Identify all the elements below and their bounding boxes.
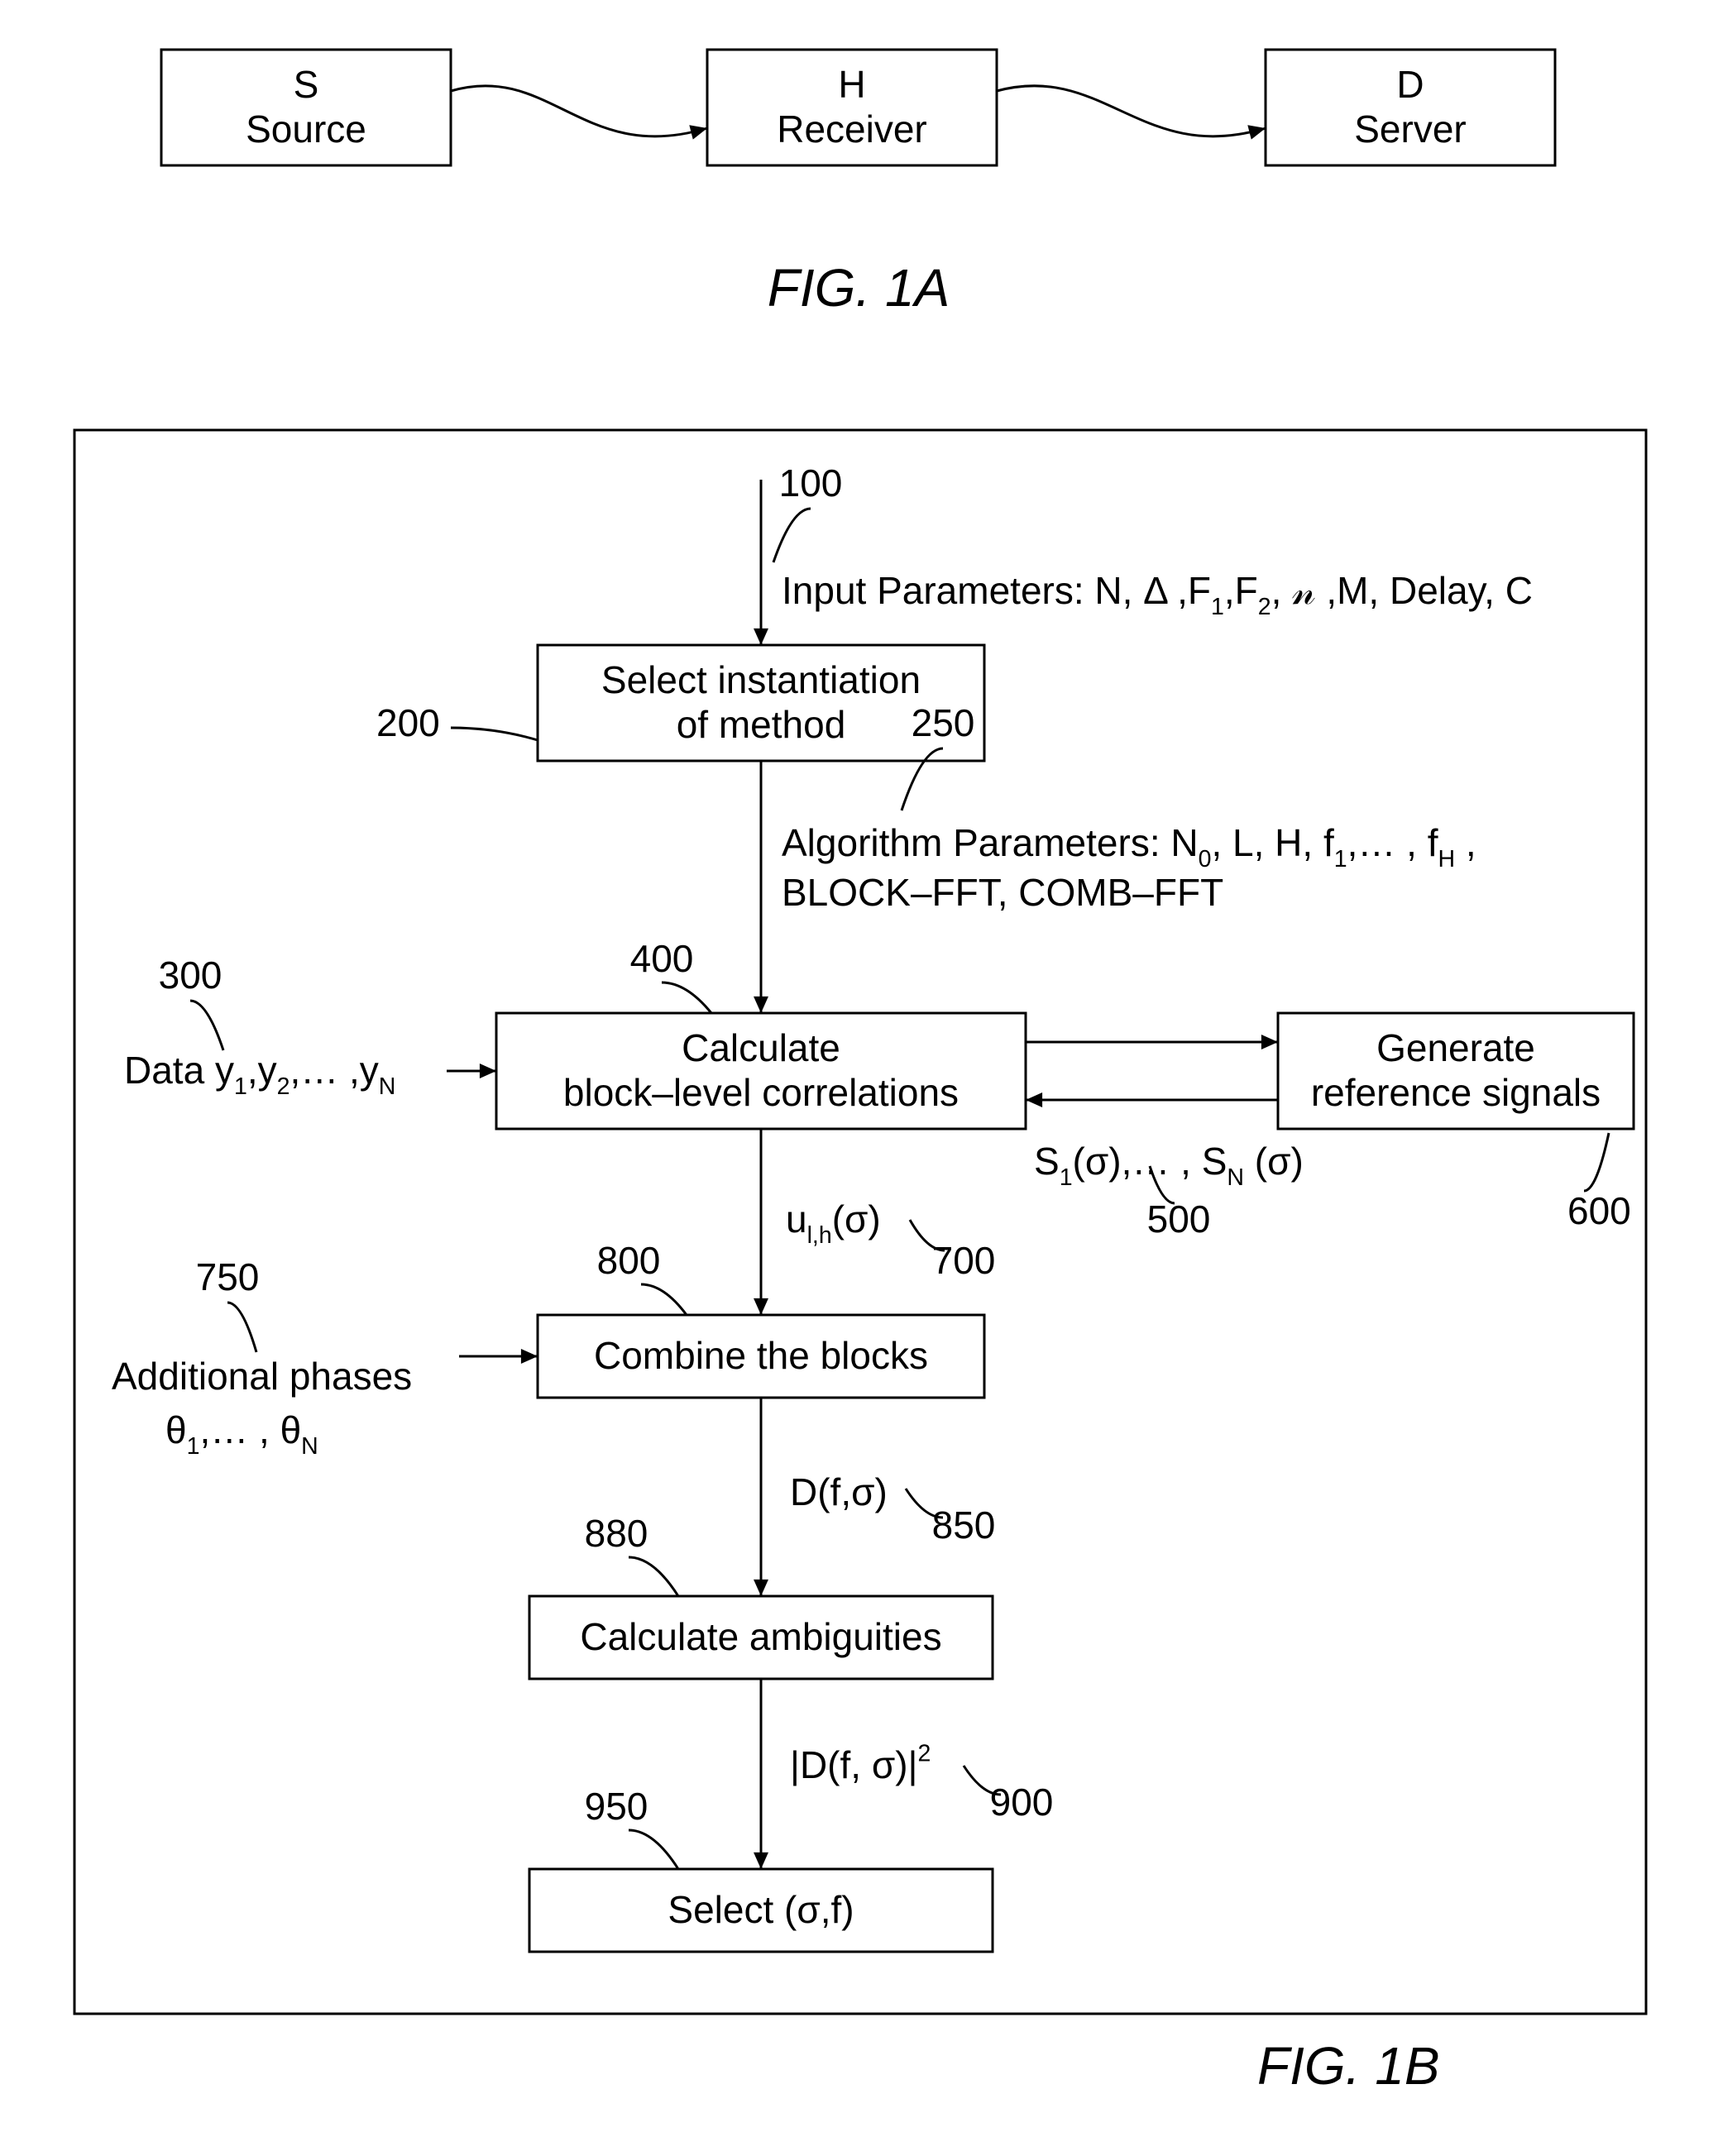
box-950-l1: Select (σ,f) [668, 1888, 854, 1931]
ref-880: 880 [585, 1512, 648, 1555]
fig1a-source-l2: Source [246, 108, 366, 151]
box-200-l2: of method [677, 703, 846, 746]
ref-250: 250 [912, 701, 975, 744]
arrowhead [689, 125, 707, 139]
fig1a-caption: FIG. 1A [768, 258, 950, 318]
fig1a-server-l2: Server [1354, 108, 1466, 151]
ref-950: 950 [585, 1785, 648, 1828]
box-400-l1: Calculate [682, 1026, 840, 1069]
ref-850: 850 [932, 1503, 996, 1546]
ref-600: 600 [1567, 1189, 1631, 1232]
box-600-l2: reference signals [1311, 1071, 1601, 1114]
fig1a-source-l1: S [294, 63, 319, 106]
ref-100: 100 [779, 461, 843, 504]
absD-label: |D(f, σ)|2 [790, 1740, 931, 1786]
phases-l1: Additional phases [112, 1355, 412, 1398]
Dfs-label: D(f,σ) [790, 1470, 888, 1513]
fig1a-server-l1: D [1396, 63, 1424, 106]
ref-700: 700 [932, 1239, 996, 1282]
ref-500: 500 [1147, 1198, 1211, 1241]
ref-900: 900 [990, 1781, 1054, 1824]
box-600-l1: Generate [1376, 1026, 1535, 1069]
fig1a-receiver-l2: Receiver [777, 108, 927, 151]
ref-800: 800 [597, 1239, 661, 1282]
ref-750: 750 [196, 1255, 260, 1298]
box-880-l1: Calculate ambiguities [580, 1615, 941, 1658]
algo-params-l2: BLOCK–FFT, COMB–FFT [782, 871, 1223, 914]
ref-300: 300 [159, 954, 223, 997]
fig1a-conn-1 [451, 86, 707, 136]
fig1b-caption: FIG. 1B [1257, 2036, 1440, 2096]
box-200-l1: Select instantiation [601, 658, 921, 701]
fig1a-conn-2 [997, 86, 1266, 136]
ref-200: 200 [376, 701, 440, 744]
fig1a-receiver-l1: H [838, 63, 865, 106]
ref-400: 400 [630, 937, 694, 980]
box-400-l2: block–level correlations [563, 1071, 959, 1114]
arrowhead [1247, 125, 1266, 139]
box-800-l1: Combine the blocks [594, 1334, 928, 1377]
